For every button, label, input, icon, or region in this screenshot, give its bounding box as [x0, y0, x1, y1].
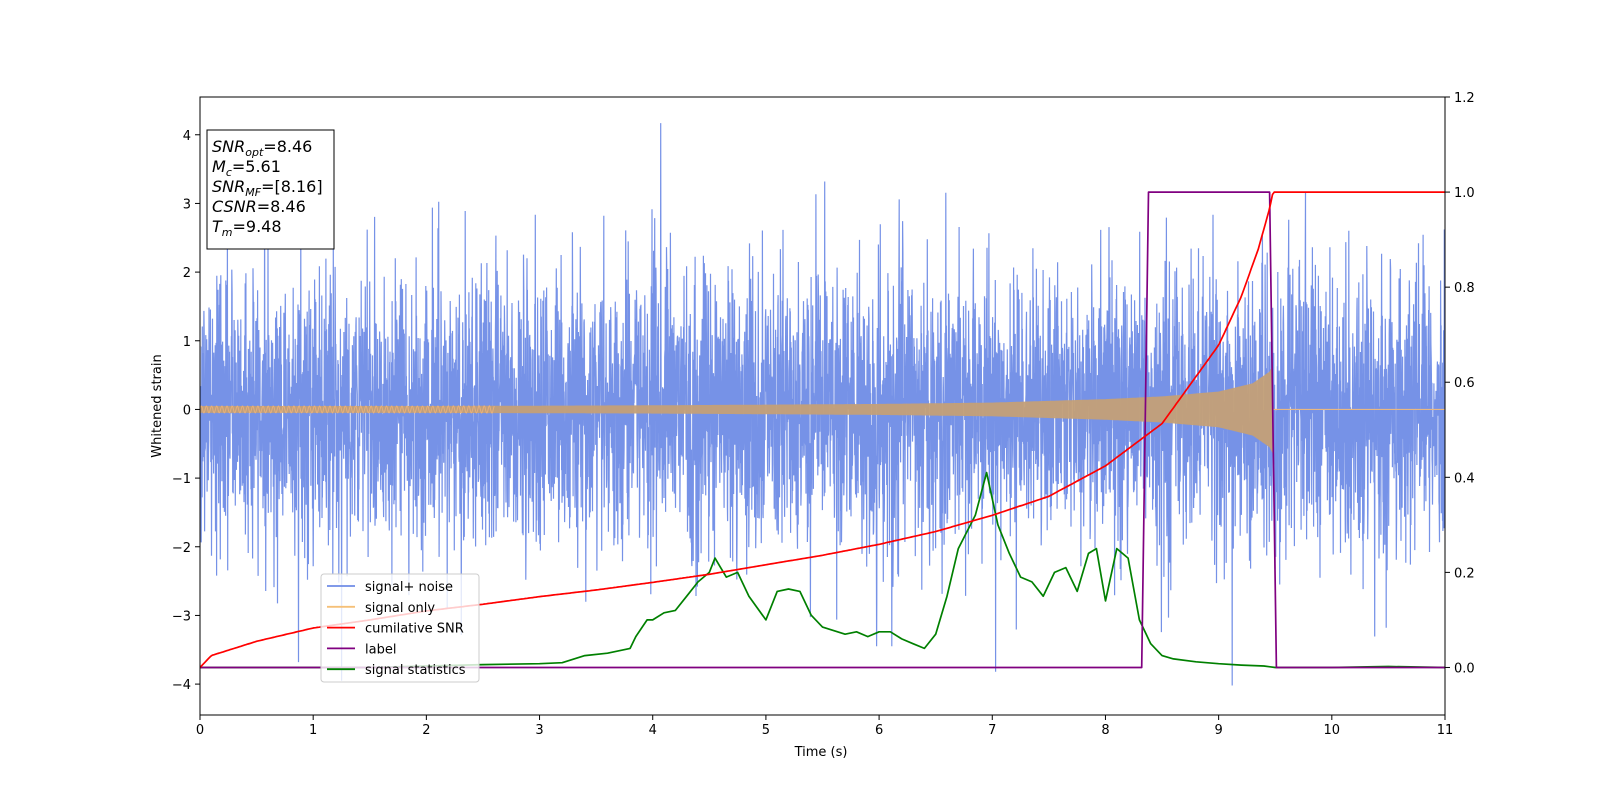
x-tick-label: 5 — [762, 723, 770, 738]
axes-layer: 0 1 2 3 4 5 6 7 8 9 10 11 −4 −3 −2 −1 0 1 2 3 4 0.0 0.2 0.4 0.6 0… — [172, 91, 1475, 738]
y-tick-label: 2 — [183, 266, 191, 281]
signal-noise-layer — [200, 123, 1445, 686]
stats-subscript: m — [222, 226, 233, 239]
legend-frame — [320, 573, 480, 683]
x-tick-label: 10 — [1324, 723, 1341, 738]
y-tick-label: 4 — [183, 129, 191, 144]
y2-tick-label: 1.0 — [1454, 186, 1475, 201]
y-tick-label: −3 — [172, 609, 191, 624]
x-tick-label: 4 — [649, 723, 657, 738]
x-tick-label: 6 — [875, 723, 883, 738]
stats-symbol: CSNR — [212, 197, 257, 216]
stats-value: =5.61 — [232, 157, 281, 176]
stats-line: SNRMF=[8.16] — [212, 177, 323, 199]
y2-tick-label: 1.2 — [1454, 91, 1475, 106]
stats-symbol: SNR — [212, 177, 245, 196]
y-axis-label: Whitened strain — [150, 354, 165, 457]
x-tick-label: 0 — [196, 723, 204, 738]
y2-tick-label: 0.4 — [1454, 471, 1475, 486]
x-tick-label: 8 — [1101, 723, 1109, 738]
x-tick-label: 2 — [422, 723, 430, 738]
signal-only-layer — [200, 364, 1445, 455]
legend-label: label — [365, 642, 396, 657]
legend-label: signal only — [365, 601, 435, 616]
stats-value: =[8.16] — [261, 177, 323, 196]
stats-annotation-box: SNRopt=8.46Mc=5.61SNRMF=[8.16]CSNR=8.46T… — [206, 129, 335, 250]
y-tick-label: 1 — [183, 335, 191, 350]
stats-line: CSNR=8.46 — [212, 197, 306, 216]
stats-line: Mc=5.61 — [212, 157, 281, 179]
x-tick-label: 1 — [309, 723, 317, 738]
y-tick-label: −4 — [172, 678, 191, 693]
plot-frame — [199, 96, 1446, 716]
stats-value: =9.48 — [233, 217, 282, 236]
x-tick-label: 9 — [1214, 723, 1222, 738]
y-tick-label: 0 — [183, 403, 191, 418]
stats-subscript: MF — [245, 186, 261, 199]
y2-tick-label: 0.0 — [1454, 661, 1475, 676]
x-tick-label: 3 — [535, 723, 543, 738]
stats-value: =8.46 — [263, 137, 312, 156]
x-axis-label: Time (s) — [794, 745, 848, 760]
stats-symbol: SNR — [212, 137, 245, 156]
x-tick-label: 7 — [988, 723, 996, 738]
stats-line: Tm=9.48 — [212, 217, 282, 239]
stats-line: SNRopt=8.46 — [212, 137, 312, 159]
signal-only-fill — [200, 364, 1273, 455]
stats-symbol: T — [212, 217, 223, 236]
y-tick-label: 3 — [183, 197, 191, 212]
legend: signal+ noise signal only cumilative SNR la… — [320, 573, 480, 683]
signal-only-line — [200, 404, 495, 414]
stats-symbol: M — [212, 157, 226, 176]
stats-subscript: opt — [245, 146, 264, 159]
legend-label: cumilative SNR — [365, 622, 464, 637]
stats-value: =8.46 — [257, 197, 306, 216]
legend-label: signal+ noise — [365, 580, 453, 595]
label-line — [200, 191, 1445, 669]
legend-label: signal statistics — [365, 663, 466, 678]
stats-box-frame — [206, 129, 335, 250]
y-tick-label: −1 — [172, 472, 191, 487]
y2-tick-label: 0.2 — [1454, 566, 1475, 581]
y-tick-label: −2 — [172, 541, 191, 556]
x-tick-label: 11 — [1437, 723, 1454, 738]
y2-tick-label: 0.6 — [1454, 376, 1475, 391]
signal-noise-line — [200, 123, 1445, 686]
stats-subscript: c — [226, 166, 232, 179]
y2-tick-label: 0.8 — [1454, 281, 1475, 296]
signal-statistics-line — [200, 471, 1445, 669]
